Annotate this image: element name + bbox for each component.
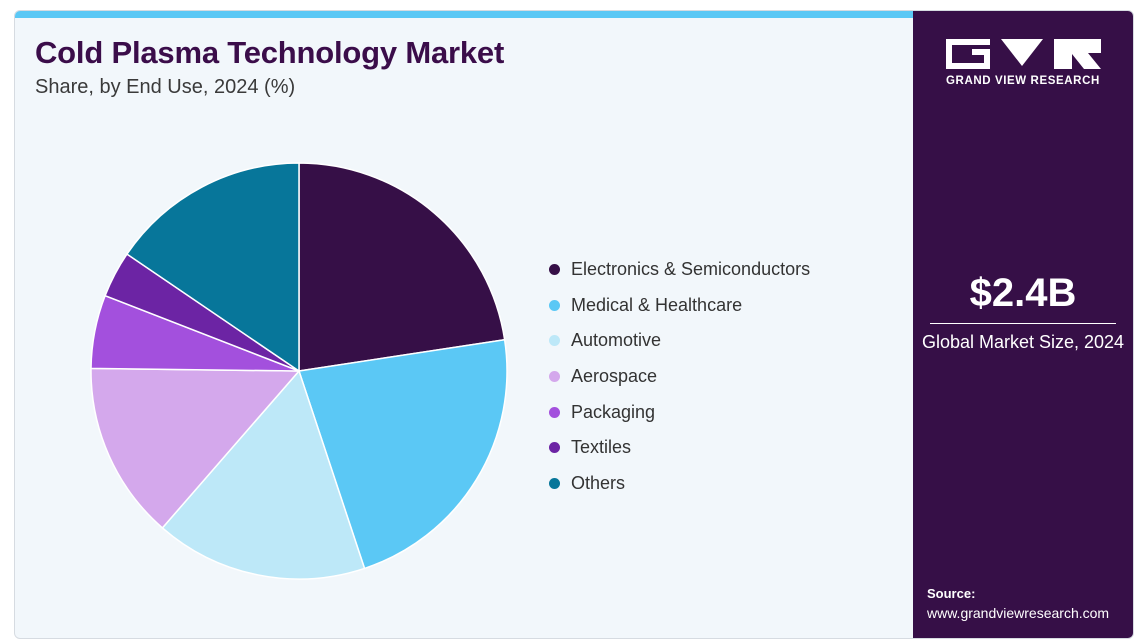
legend-swatch [549,406,560,418]
legend-label: Packaging [571,401,656,422]
chart-title: Cold Plasma Technology Market [35,35,505,70]
legend-item: Aerospace [549,359,810,395]
legend-label: Automotive [571,330,662,351]
legend-label: Aerospace [571,366,658,387]
legend-swatch [549,335,560,347]
legend-label: Medical & Healthcare [571,294,743,315]
sidebar: GRAND VIEW RESEARCH $2.4B Global Market … [913,11,1133,638]
legend-swatch [549,442,560,454]
legend-label: Textiles [571,437,632,458]
divider [930,323,1116,324]
legend-swatch [549,264,560,276]
pie-chart [90,162,508,580]
source-url: www.grandviewresearch.com [927,605,1110,621]
chart-panel: Cold Plasma Technology Market Share, by … [15,11,913,638]
legend-item: Automotive [549,323,810,359]
chart-card: Cold Plasma Technology Market Share, by … [14,10,1134,639]
legend-swatch [549,477,560,489]
legend-item: Textiles [549,430,810,466]
pie-slice-electronics-semiconductors [298,162,506,372]
legend-item: Medical & Healthcare [549,288,810,324]
logo-text: GRAND VIEW RESEARCH [946,75,1100,87]
chart-subtitle: Share, by End Use, 2024 (%) [35,76,296,98]
pie-slice-aerospace [90,367,301,529]
pie-slice-others [125,162,300,373]
market-size-label: Global Market Size, 2024 [921,332,1125,352]
legend-item: Others [549,466,810,502]
pie-slice-medical-healthcare [298,338,508,570]
legend-item: Packaging [549,394,810,430]
legend-item: Electronics & Semiconductors [549,252,810,288]
legend-swatch [549,371,560,383]
market-size-value: $2.4B [969,271,1077,315]
chart-legend: Electronics & Semiconductors Medical & He… [549,252,810,501]
legend-swatch [549,299,560,311]
legend-label: Electronics & Semiconductors [571,259,811,280]
pie-slice-automotive [161,369,366,580]
accent-bar [15,11,913,18]
legend-label: Others [571,472,626,493]
source-label: Source: [927,586,976,601]
grand-view-research-logo [946,39,1101,69]
